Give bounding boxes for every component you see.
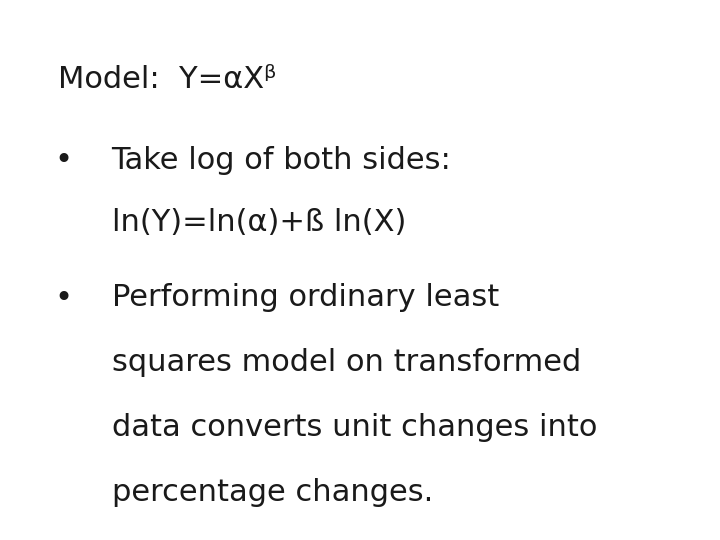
Text: ln(Y)=ln(α)+ß ln(X): ln(Y)=ln(α)+ß ln(X) [112, 208, 406, 237]
Text: •: • [54, 146, 72, 175]
Text: squares model on transformed: squares model on transformed [112, 348, 581, 377]
Text: percentage changes.: percentage changes. [112, 478, 433, 507]
Text: Model:  Y=αXᵝ: Model: Y=αXᵝ [58, 65, 276, 94]
Text: Take log of both sides:: Take log of both sides: [112, 146, 451, 175]
Text: data converts unit changes into: data converts unit changes into [112, 413, 597, 442]
Text: •: • [54, 284, 72, 313]
Text: Performing ordinary least: Performing ordinary least [112, 284, 499, 313]
